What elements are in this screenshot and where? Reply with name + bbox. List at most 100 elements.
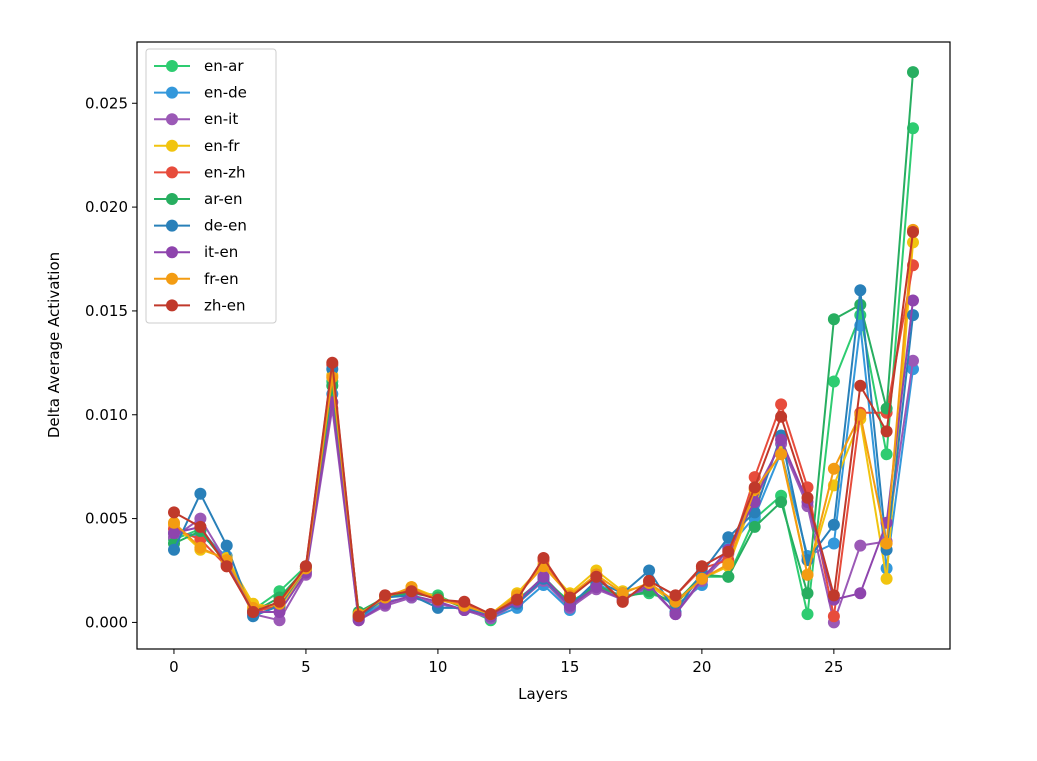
legend-item: de-en xyxy=(154,217,247,235)
legend-label: zh-en xyxy=(204,296,246,314)
data-point xyxy=(907,236,919,249)
data-point xyxy=(854,539,867,552)
legend-marker xyxy=(166,272,178,285)
data-point xyxy=(194,520,207,533)
legend-marker xyxy=(166,139,178,152)
y-tick-label: 0.025 xyxy=(85,94,128,112)
legend-label: de-en xyxy=(204,217,247,235)
data-point xyxy=(775,448,788,461)
x-tick-label: 0 xyxy=(169,658,179,676)
data-point xyxy=(907,122,919,135)
x-tick-label: 15 xyxy=(560,658,579,676)
data-point xyxy=(722,570,735,583)
legend-box xyxy=(145,48,277,324)
legend-marker xyxy=(166,113,178,126)
data-point xyxy=(273,606,286,618)
data-point xyxy=(827,462,840,475)
data-point xyxy=(907,294,919,307)
data-point xyxy=(854,379,867,392)
x-axis-ticks: 0 5 10 15 20 25 xyxy=(169,649,843,676)
legend-item: it-en xyxy=(154,243,238,261)
x-tick-label: 5 xyxy=(301,658,311,676)
legend-item: en-zh xyxy=(154,163,246,181)
data-point xyxy=(484,608,497,621)
data-point xyxy=(775,410,788,423)
legend-label: en-zh xyxy=(204,163,246,181)
legend-marker xyxy=(166,60,178,72)
data-point xyxy=(168,527,180,540)
data-point xyxy=(643,564,656,577)
data-point xyxy=(854,284,867,297)
data-point xyxy=(511,593,524,606)
y-axis-ticks: 0.000 0.005 0.010 0.015 0.020 0.025 xyxy=(85,94,137,631)
legend-marker xyxy=(166,166,178,179)
data-point xyxy=(801,587,814,600)
legend-label: en-ar xyxy=(204,57,244,75)
data-point xyxy=(220,539,233,552)
x-tick-label: 10 xyxy=(428,658,447,676)
series-layer xyxy=(168,66,919,629)
data-point xyxy=(827,610,840,623)
data-point xyxy=(854,298,867,311)
data-point xyxy=(379,589,392,602)
data-point xyxy=(722,531,735,544)
data-point xyxy=(168,506,180,519)
data-point xyxy=(168,543,180,556)
data-point xyxy=(616,595,629,608)
data-point xyxy=(880,448,893,461)
legend-item: en-it xyxy=(154,110,238,128)
data-point xyxy=(801,608,814,621)
data-point xyxy=(537,570,550,583)
legend-marker xyxy=(166,193,178,205)
data-point xyxy=(827,313,840,326)
legend-label: en-it xyxy=(204,110,238,128)
data-point xyxy=(907,66,919,79)
data-point xyxy=(907,363,919,376)
data-point xyxy=(273,595,286,608)
y-tick-label: 0.020 xyxy=(85,198,128,216)
data-point xyxy=(563,591,576,604)
legend-marker xyxy=(166,86,178,99)
data-point xyxy=(326,371,339,384)
y-tick-label: 0.010 xyxy=(85,406,128,424)
data-point xyxy=(563,599,576,612)
x-tick-label: 20 xyxy=(692,658,711,676)
data-point xyxy=(827,537,840,550)
legend-label: fr-en xyxy=(204,270,239,288)
data-point xyxy=(168,516,180,529)
legend-marker xyxy=(166,246,178,259)
legend-marker xyxy=(166,219,178,232)
legend-item: en-fr xyxy=(154,137,240,155)
data-point xyxy=(405,585,418,598)
data-point xyxy=(326,356,339,369)
data-point xyxy=(827,589,840,602)
data-point xyxy=(775,433,788,446)
data-point xyxy=(616,587,629,600)
data-point xyxy=(220,560,233,573)
x-axis-label: Layers xyxy=(518,685,568,703)
legend-label: en-de xyxy=(204,84,247,102)
data-point xyxy=(431,593,444,606)
data-point xyxy=(748,520,761,533)
legend-item: ar-en xyxy=(154,190,243,208)
data-point xyxy=(775,398,788,411)
data-point xyxy=(590,581,603,594)
data-point xyxy=(722,558,735,571)
legend-marker xyxy=(166,299,178,312)
data-point xyxy=(458,595,471,608)
data-point xyxy=(907,226,919,238)
data-point xyxy=(247,606,260,618)
legend-item: en-de xyxy=(154,84,247,102)
plot-frame xyxy=(136,41,951,650)
y-tick-label: 0.005 xyxy=(85,510,128,528)
data-point xyxy=(880,572,893,585)
series-ar-en xyxy=(168,66,919,623)
data-point xyxy=(827,375,840,388)
y-tick-label: 0.000 xyxy=(85,613,128,631)
data-point xyxy=(695,572,708,585)
data-point xyxy=(907,354,919,367)
legend-item: fr-en xyxy=(154,270,239,288)
data-point xyxy=(669,589,682,602)
data-point xyxy=(194,512,207,525)
